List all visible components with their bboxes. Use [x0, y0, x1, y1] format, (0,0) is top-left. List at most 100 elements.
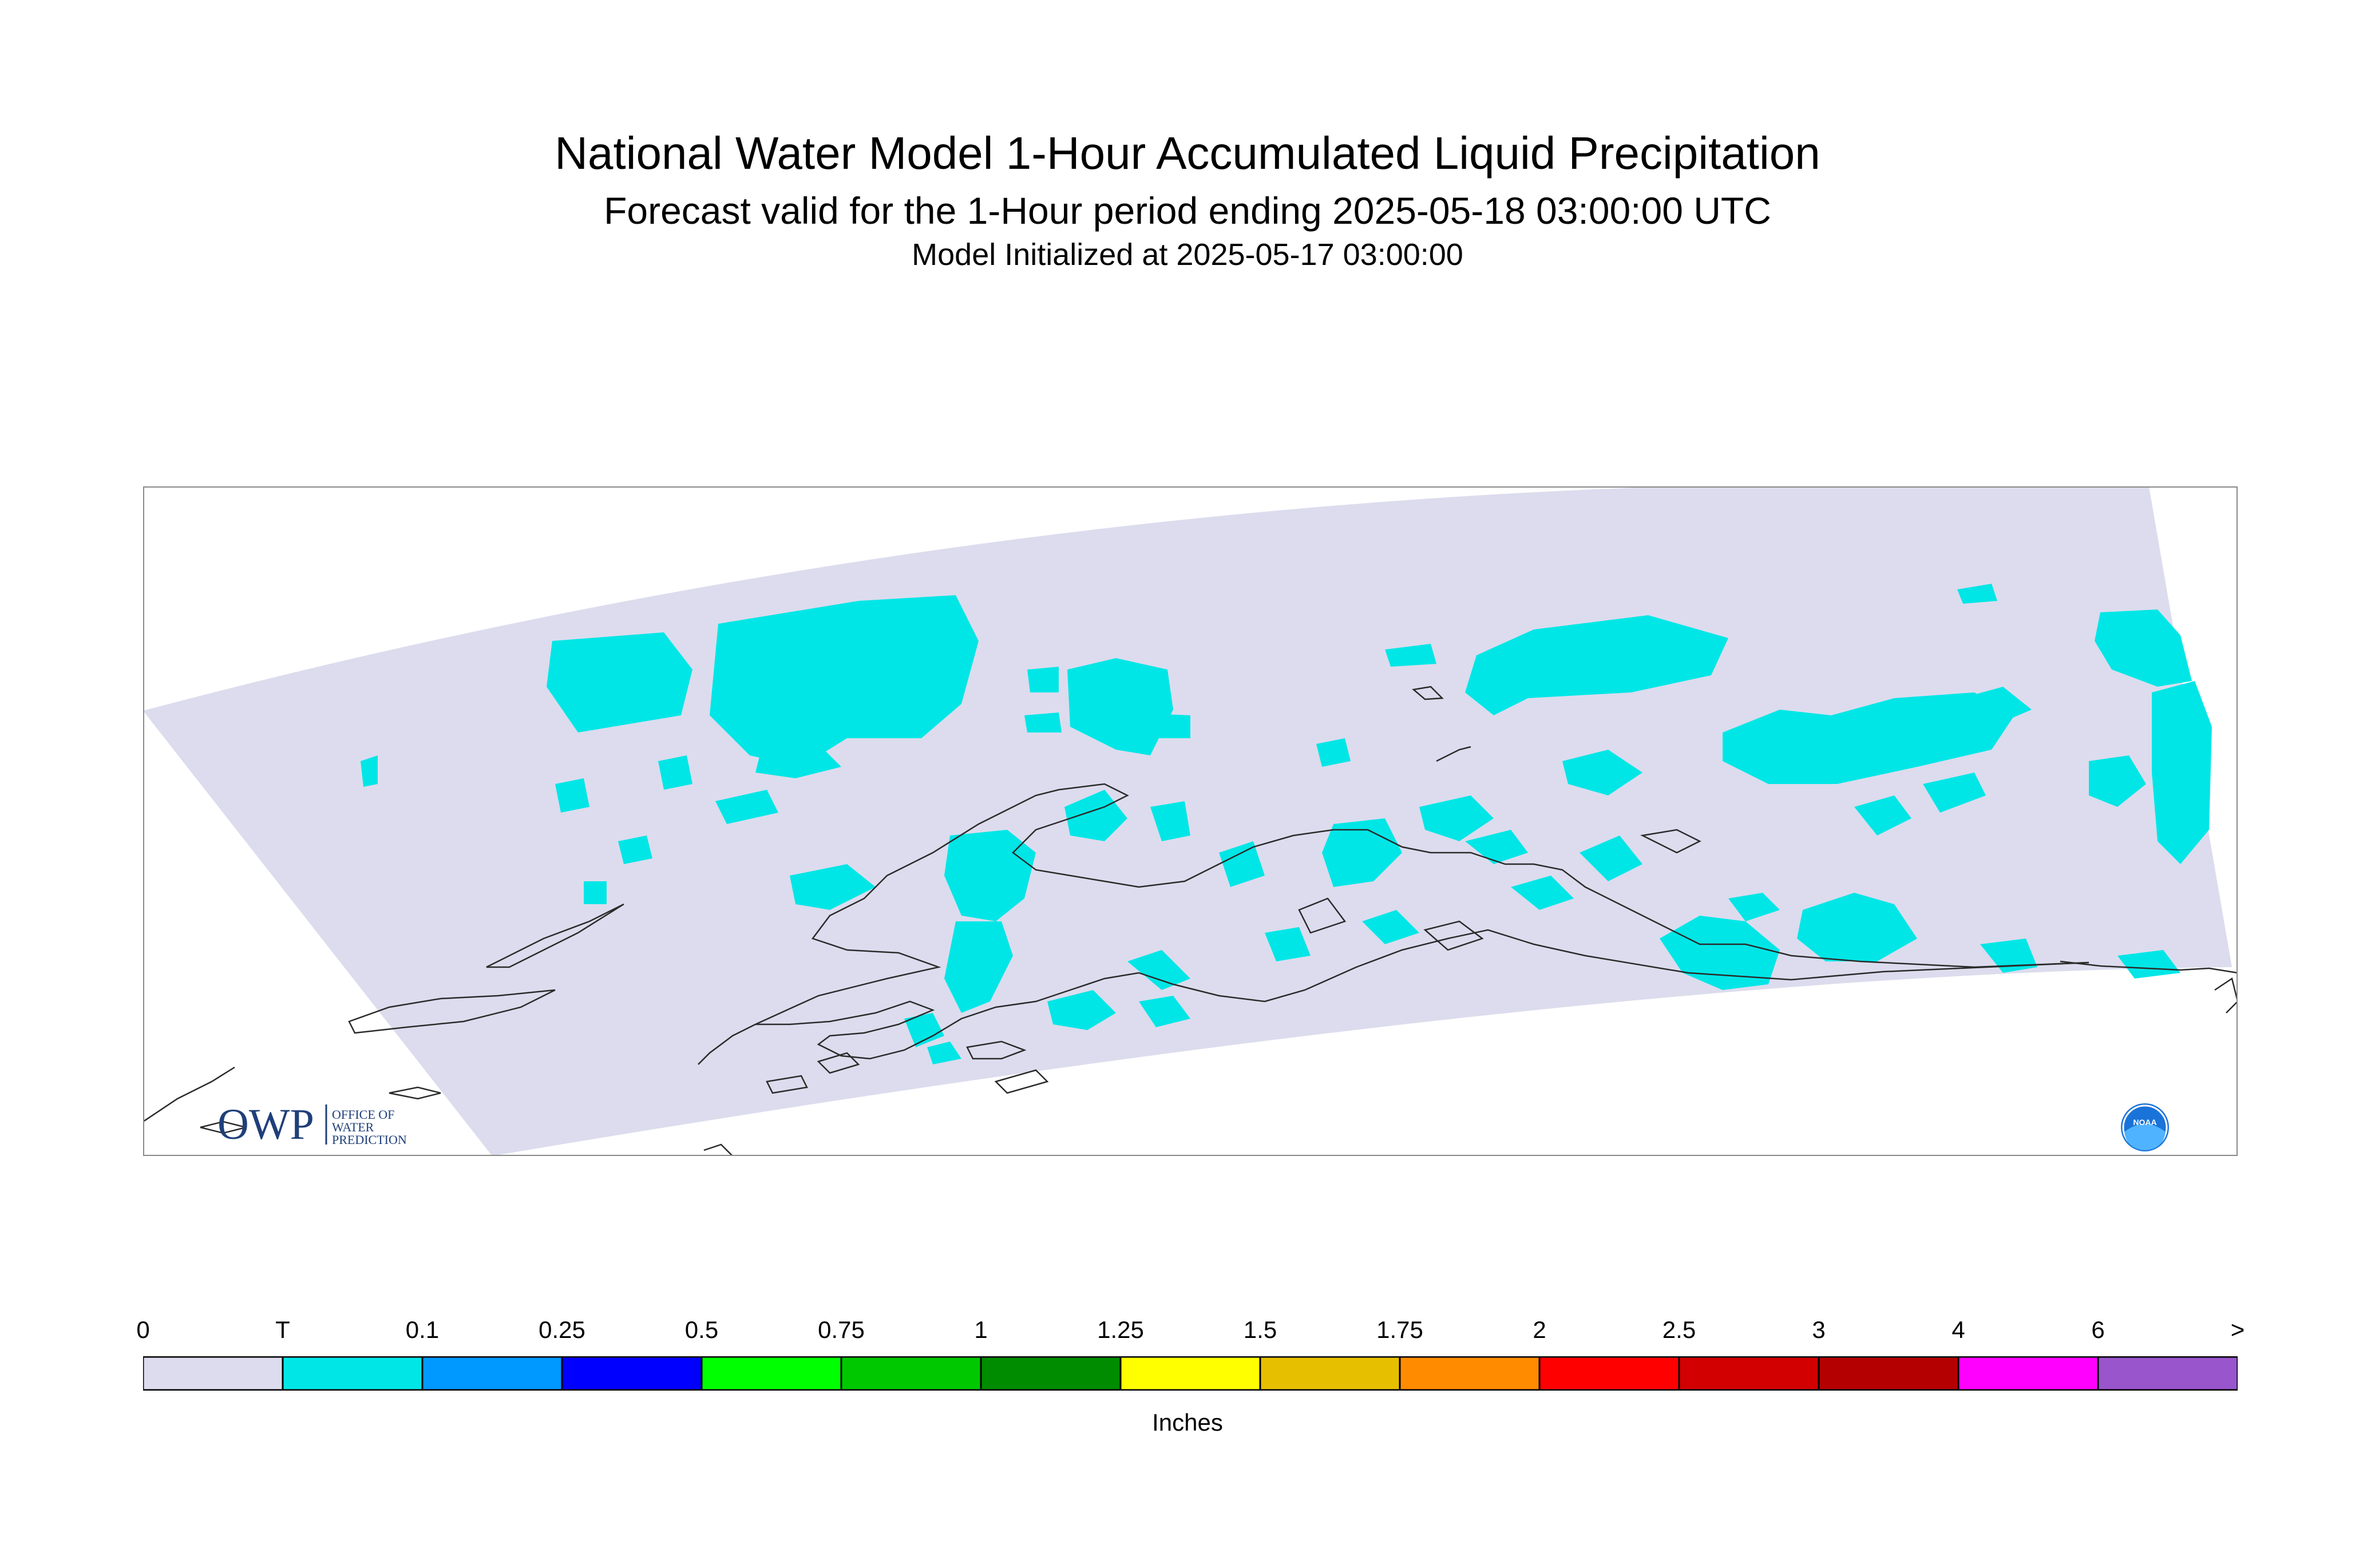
trace-patch: [1728, 893, 1780, 921]
trace-patch: [1362, 910, 1419, 944]
legend-tick-label: 1.25: [1097, 1316, 1144, 1343]
owp-logo: OWP OFFICE OF WATER PREDICTION: [217, 1100, 407, 1149]
noaa-logo-text: NOAA: [2133, 1118, 2156, 1127]
trace-patch: [1660, 916, 1780, 990]
trace-patch: [1580, 836, 1642, 881]
legend-tick-label: 2.5: [1662, 1316, 1696, 1343]
trace-patch: [1127, 950, 1190, 990]
noaa-logo: NOAA: [2121, 1103, 2169, 1151]
legend-tick-label: 0.25: [539, 1316, 585, 1343]
trace-patch: [1723, 692, 2014, 784]
legend-tick-label: 3: [1812, 1316, 1826, 1343]
coastline: [1423, 920, 1484, 951]
trace-patch: [710, 595, 979, 767]
coastline: [994, 1069, 1049, 1094]
owp-logo-text-line3: PREDICTION: [332, 1133, 407, 1147]
legend-bin: [1399, 1356, 1541, 1391]
legend-tick-label: 1.75: [1376, 1316, 1423, 1343]
trace-patch: [755, 744, 841, 778]
trace-patch: [2089, 755, 2146, 807]
trace-patch: [1024, 712, 1062, 732]
coastline: [1298, 897, 1347, 934]
legend-tick-label: 0.1: [405, 1316, 440, 1343]
trace-patch: [715, 790, 778, 824]
coastline: [869, 929, 2089, 1060]
coastlines: [143, 686, 2238, 1156]
legend-tick-label: 6: [2091, 1316, 2105, 1343]
trace-patch: [1047, 990, 1116, 1030]
trace-patch: [1923, 773, 1986, 813]
trace-patch: [547, 632, 692, 732]
trace-patch: [1465, 615, 1728, 715]
color-legend: [143, 1356, 2238, 1391]
coastline: [2060, 960, 2238, 974]
coastline: [2214, 977, 2238, 1013]
legend-bin: [2097, 1356, 2238, 1391]
legend-bin: [282, 1356, 423, 1391]
coastline: [200, 1120, 247, 1134]
owp-logo-mark: OWP: [217, 1100, 314, 1149]
legend-tick-label: 1.5: [1243, 1316, 1277, 1343]
owp-logo-text-line1: OFFICE OF: [332, 1107, 394, 1122]
legend-tick-label: 1: [974, 1316, 988, 1343]
trace-patch: [1150, 801, 1190, 841]
trace-patch: [1797, 893, 1917, 961]
model-init-text: Model Initialized at 2025-05-17 03:00:00: [912, 237, 1463, 272]
trace-patch: [1139, 996, 1190, 1027]
trace-patch: [2152, 681, 2212, 864]
coastline: [766, 1075, 808, 1094]
precipitation-trace-areas: [361, 584, 2212, 1064]
legend-bin: [561, 1356, 703, 1391]
owp-logo-text-line2: WATER: [332, 1120, 374, 1134]
coastline: [703, 1143, 733, 1156]
coastline: [486, 903, 624, 968]
coastline: [1412, 686, 1444, 700]
trace-patch: [1940, 687, 2032, 727]
legend-tick-label: 4: [1952, 1316, 1965, 1343]
map-subtitle: Forecast valid for the 1-Hour period end…: [604, 189, 1771, 232]
map-title: National Water Model 1-Hour Accumulated …: [555, 128, 1820, 179]
legend-bin: [1818, 1356, 1960, 1391]
trace-patch: [584, 881, 607, 904]
legend-bin: [143, 1356, 284, 1391]
coastline: [698, 1023, 756, 1065]
coastline: [817, 1052, 860, 1074]
legend-bin: [700, 1356, 842, 1391]
trace-patch: [1562, 750, 1642, 795]
trace-patch: [618, 836, 652, 864]
legend-tick-label: 0.75: [818, 1316, 865, 1343]
trace-patch: [1419, 795, 1494, 841]
trace-patch: [658, 755, 692, 790]
trace-patch: [1322, 818, 1402, 887]
legend-tick-label: 0.5: [684, 1316, 719, 1343]
trace-patch: [2095, 609, 2192, 687]
legend-bin: [840, 1356, 982, 1391]
trace-patch: [555, 778, 589, 813]
coastline: [143, 1066, 235, 1123]
trace-patch: [944, 921, 1013, 1013]
map-frame: [143, 486, 2238, 1156]
legend-tick-label: >: [2230, 1316, 2245, 1343]
coastline: [389, 1086, 441, 1100]
trace-patch: [1385, 644, 1436, 667]
trace-patch: [1511, 876, 1574, 910]
trace-patch: [1316, 738, 1351, 767]
trace-patch: [1027, 667, 1059, 692]
legend-units-label: Inches: [1152, 1409, 1223, 1436]
coastline: [1436, 746, 1471, 762]
legend-bin: [1538, 1356, 1680, 1391]
coastline: [348, 989, 556, 1034]
legend-bin: [1119, 1356, 1261, 1391]
coastline: [1640, 829, 1701, 854]
trace-patch: [795, 604, 887, 652]
legend-bin: [1678, 1356, 1820, 1391]
legend-bin: [980, 1356, 1122, 1391]
trace-patch: [2117, 950, 2180, 979]
trace-patch: [1219, 841, 1265, 887]
legend-tick-label: 0: [136, 1316, 150, 1343]
coastline: [966, 1040, 1027, 1060]
precipitation-map: OWP OFFICE OF WATER PREDICTION NOAA: [143, 486, 2238, 1156]
trace-patch: [1127, 712, 1190, 738]
trace-patch: [904, 1013, 944, 1047]
trace-patch: [1854, 795, 1911, 836]
